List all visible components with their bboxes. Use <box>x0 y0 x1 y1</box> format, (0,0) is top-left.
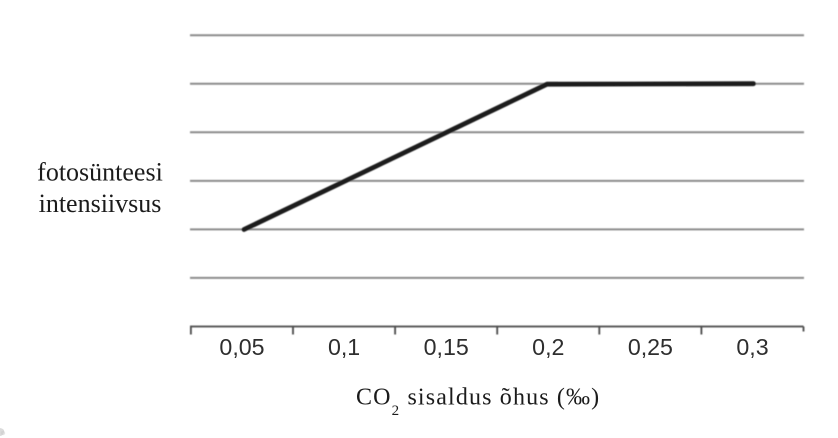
svg-text:fotosünteesi: fotosünteesi <box>37 158 163 187</box>
svg-text:0,25: 0,25 <box>628 334 673 360</box>
svg-text:intensiivsus: intensiivsus <box>39 189 162 218</box>
svg-text:0,1: 0,1 <box>328 334 360 360</box>
svg-text:0,3: 0,3 <box>736 334 768 360</box>
svg-text:0,05: 0,05 <box>219 334 264 360</box>
svg-text:0,2: 0,2 <box>532 334 564 360</box>
svg-text:0,15: 0,15 <box>424 334 469 360</box>
